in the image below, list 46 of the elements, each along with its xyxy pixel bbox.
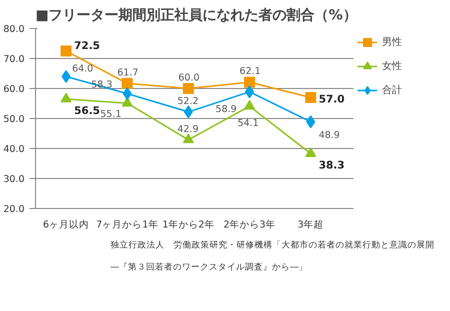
data-label: 60.0 <box>178 72 200 84</box>
point <box>60 92 72 102</box>
point <box>305 147 316 157</box>
point <box>244 100 256 110</box>
legend-label: 女性 <box>382 60 402 73</box>
x-tick-label: 7ヶ月から1年 <box>96 218 158 230</box>
data-label: 61.7 <box>117 67 138 78</box>
y-tick-label: 80.0 <box>3 24 25 35</box>
point <box>62 70 71 83</box>
point <box>182 83 194 94</box>
chart-title: ■フリーター期間別正社員になれた者の割合（%） <box>36 6 357 24</box>
point <box>244 76 256 88</box>
point <box>306 115 316 128</box>
point <box>184 105 193 118</box>
data-label: 42.9 <box>177 124 199 135</box>
y-tick-label: 50.0 <box>3 114 25 125</box>
data-label: 56.5 <box>74 105 100 117</box>
y-tick-label: 40.0 <box>3 144 25 155</box>
point <box>60 46 72 56</box>
data-label: 58.9 <box>216 104 237 115</box>
data-label: 62.1 <box>240 66 261 78</box>
point <box>182 134 194 144</box>
x-tick-label: 2年から3年 <box>223 218 276 230</box>
x-tick-label: 1年から2年 <box>162 218 214 230</box>
y-tick-label: 70.0 <box>3 54 25 65</box>
y-tick-label: 20.0 <box>3 204 25 215</box>
data-label: 72.5 <box>74 40 100 52</box>
y-tick-label: 60.0 <box>3 84 25 95</box>
x-tick-label: 6ヶ月以内 <box>43 218 90 230</box>
data-label: 57.0 <box>318 94 345 106</box>
point <box>122 87 132 100</box>
text: 独立行政法人 労働政策研究・研修機構「大都市の若者の就業行動と意識の展開 <box>110 240 434 250</box>
legend-label: 合計 <box>382 84 402 97</box>
data-label: 55.1 <box>100 109 122 120</box>
text: ―『第３回若者のワークスタイル調査』から―」 <box>110 262 308 272</box>
data-label: 38.3 <box>318 160 345 172</box>
data-label: 48.9 <box>318 130 340 141</box>
x-tick-label: 3年超 <box>298 218 324 230</box>
data-label: 64.0 <box>72 64 94 74</box>
point <box>305 92 316 103</box>
data-label: 52.2 <box>177 96 199 107</box>
y-tick-label: 30.0 <box>3 174 25 185</box>
point <box>122 78 133 89</box>
legend-label: 男性 <box>382 36 402 49</box>
point <box>245 85 254 98</box>
data-label: 54.1 <box>238 118 259 130</box>
